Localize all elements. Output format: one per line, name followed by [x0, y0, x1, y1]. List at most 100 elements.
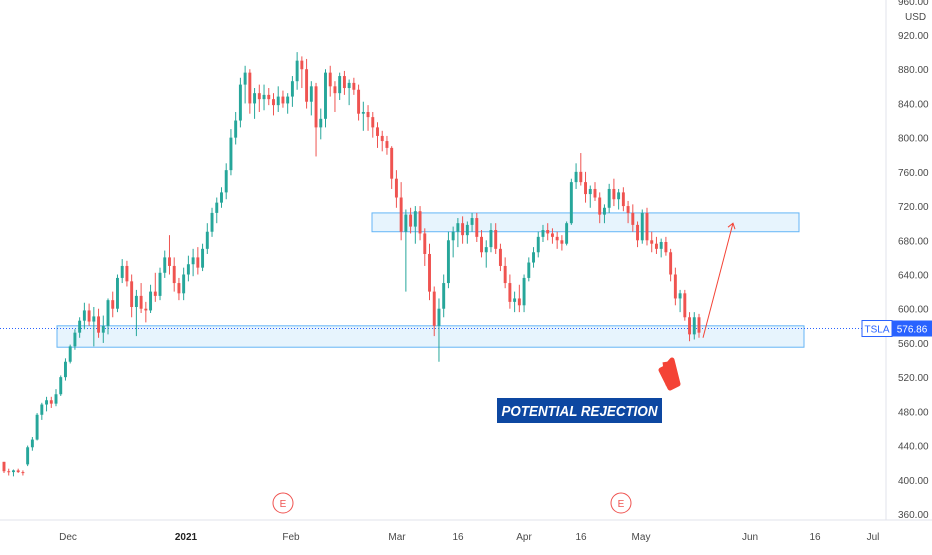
candle-body — [238, 84, 242, 121]
candle-body — [153, 291, 157, 296]
candle-body — [428, 253, 431, 292]
candle-body — [588, 188, 592, 195]
x-tick-label: 16 — [809, 532, 821, 543]
support-zone — [56, 325, 805, 348]
candle-body — [149, 291, 153, 311]
candle-body — [498, 248, 502, 266]
candle-body — [139, 295, 143, 309]
candle-body — [144, 308, 148, 311]
candle-body — [267, 94, 271, 100]
candle-body — [68, 346, 72, 362]
candle-body — [678, 293, 682, 299]
candle-body — [191, 257, 195, 265]
candle-body — [612, 188, 616, 200]
candle-body — [442, 283, 446, 309]
candle-body — [522, 277, 526, 306]
candle-body — [399, 197, 403, 232]
x-tick-label: Mar — [388, 532, 406, 543]
candle-body — [617, 192, 621, 200]
candle-body — [376, 127, 379, 136]
candle-body — [168, 257, 171, 266]
candle-body — [182, 274, 186, 294]
y-tick-label: 720.00 — [898, 202, 929, 213]
candle-body — [82, 310, 86, 321]
candle-body — [584, 182, 587, 195]
candle-body — [177, 283, 181, 294]
candle-body — [92, 316, 96, 322]
candle-body — [484, 247, 488, 253]
axis-layer: 360.00 400.00 440.00 480.00 520.00 560.00 600.… — [0, 0, 932, 543]
y-tick-label: 760.00 — [898, 168, 929, 179]
candle-body — [461, 223, 465, 236]
candle-body — [30, 439, 34, 448]
y-tick-label: 640.00 — [898, 271, 929, 282]
candle-body — [697, 317, 701, 333]
y-tick-label: 880.00 — [898, 65, 929, 76]
candle-body — [319, 118, 323, 128]
y-tick-label: 600.00 — [898, 305, 929, 316]
candle-body — [205, 231, 209, 249]
candle-body — [314, 86, 318, 128]
candle-body — [631, 212, 635, 225]
earnings-marker-label: E — [280, 499, 287, 510]
candle-body — [385, 141, 389, 148]
candle-body — [579, 171, 583, 183]
candle-body — [342, 76, 346, 89]
candle-body — [281, 96, 285, 104]
candle-body — [456, 223, 460, 232]
candle-body — [394, 178, 398, 198]
candle-body — [196, 257, 200, 268]
price-label: 576.86 — [897, 325, 928, 336]
candle-body — [97, 316, 101, 333]
candle-body — [409, 214, 413, 227]
x-tick-label: Feb — [282, 532, 300, 543]
candle-body — [451, 231, 455, 241]
rejection-arrow-icon — [658, 357, 681, 391]
candle-body — [621, 192, 625, 207]
x-tick-label: Dec — [59, 532, 77, 543]
x-tick-label: Apr — [516, 532, 532, 543]
candle-body — [650, 240, 654, 244]
y-tick-label: 840.00 — [898, 99, 929, 110]
candle-body — [475, 218, 479, 237]
candle-body — [16, 470, 20, 473]
candle-body — [536, 236, 540, 253]
candle-body — [49, 400, 53, 404]
candle-body — [446, 240, 450, 284]
candle-body — [432, 291, 436, 326]
earnings-marker-label: E — [618, 499, 625, 510]
candle-body — [508, 283, 512, 302]
candle-body — [186, 264, 190, 275]
candle-body — [659, 241, 663, 249]
earnings-marker-icon — [272, 492, 294, 514]
candle-body — [338, 76, 342, 94]
candle-body — [645, 212, 649, 241]
candle-body — [2, 461, 6, 472]
candle-body — [517, 298, 521, 306]
candle-body — [130, 281, 134, 308]
candle-body — [494, 230, 498, 249]
candle-body — [347, 82, 351, 89]
candle-body — [527, 262, 531, 278]
candle-body — [234, 120, 238, 138]
candle-body — [120, 265, 124, 278]
candle-body — [116, 277, 119, 309]
x-tick-label: 16 — [452, 532, 464, 543]
candle-body — [489, 230, 493, 248]
y-tick-label: 960.00 — [898, 0, 929, 8]
candle-body — [404, 214, 408, 232]
y-tick-label: 520.00 — [898, 373, 929, 384]
candle-body — [253, 93, 257, 104]
candle-body — [602, 207, 606, 215]
candle-body — [574, 171, 578, 183]
candle-body — [201, 248, 205, 268]
candle-body — [546, 230, 550, 234]
candle-body — [40, 404, 44, 415]
candle-body — [480, 236, 483, 253]
candle-body — [45, 400, 49, 405]
candle-body — [224, 170, 228, 193]
y-tick-label: 440.00 — [898, 442, 929, 453]
candle-body — [555, 236, 559, 241]
candle-body — [172, 265, 176, 284]
